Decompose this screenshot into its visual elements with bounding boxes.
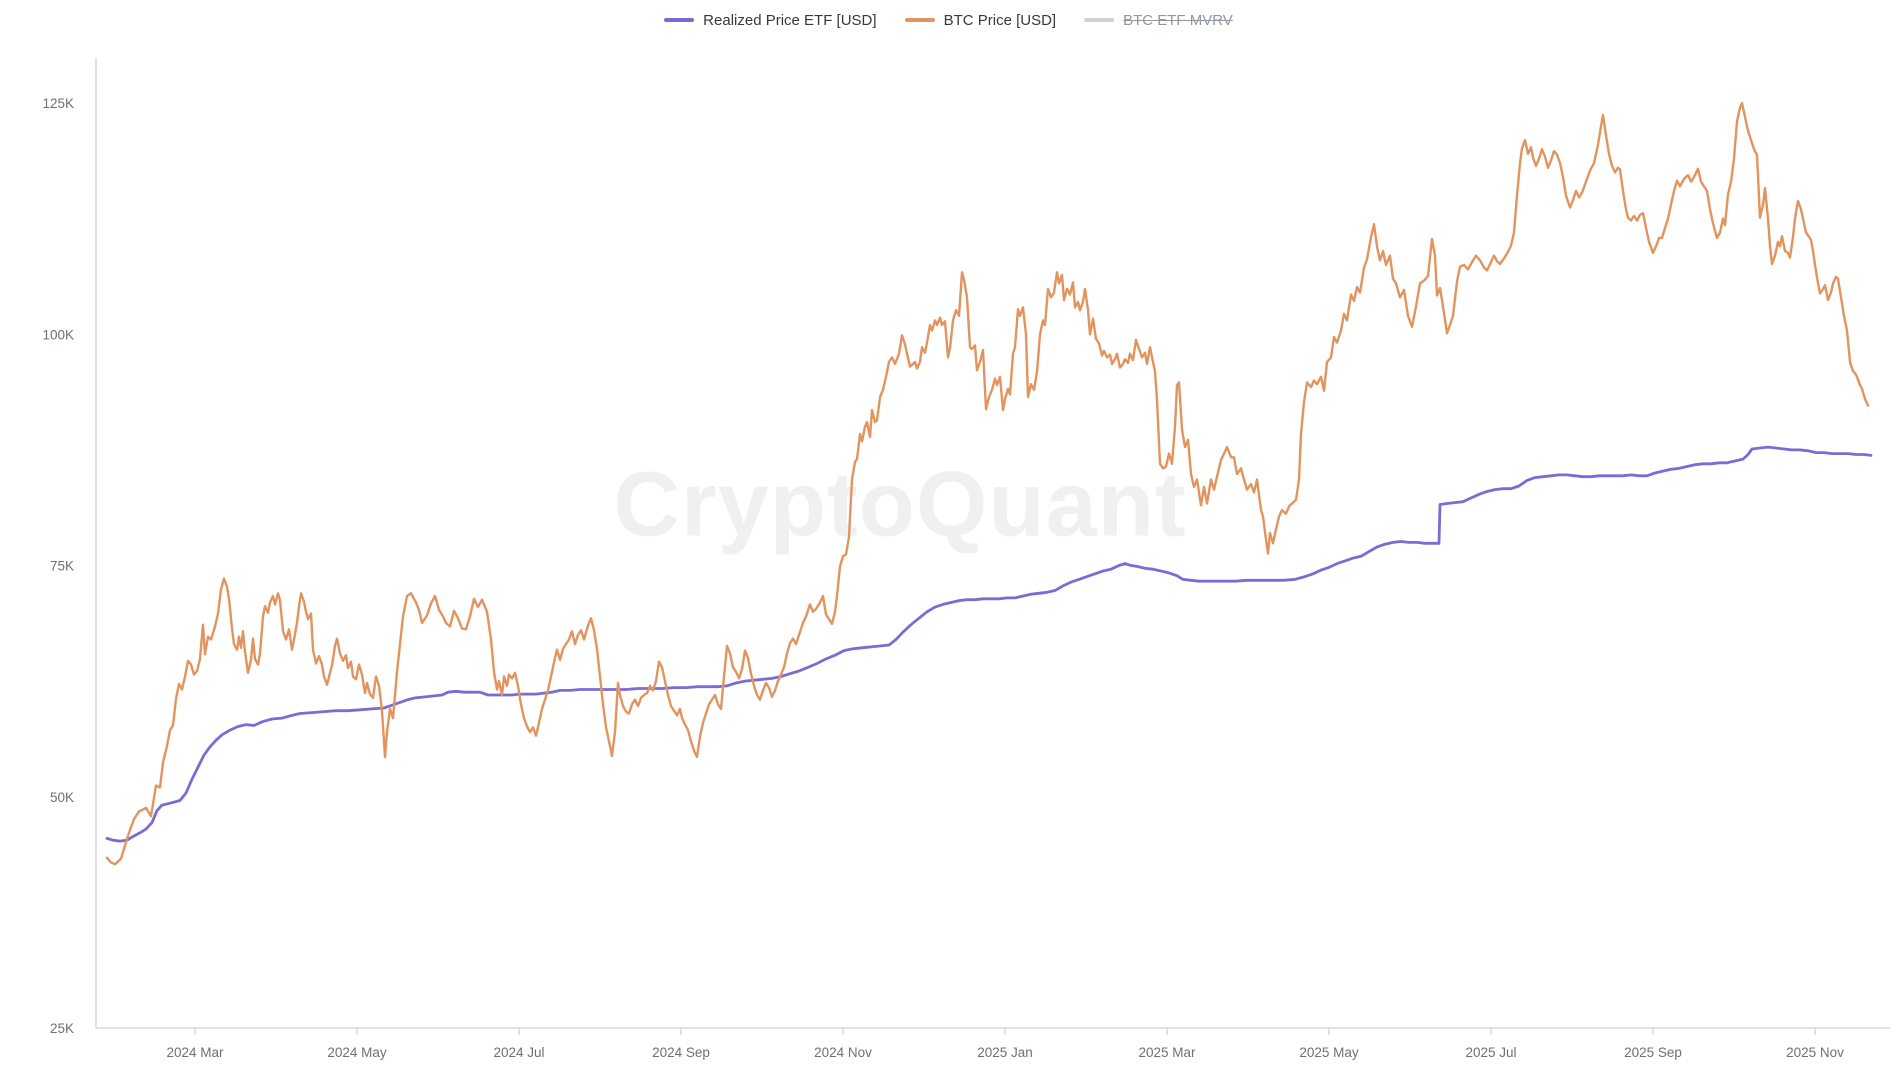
- legend-item-label: BTC ETF MVRV: [1123, 11, 1233, 29]
- x-axis-tick-label: 2025 Jul: [1465, 1045, 1516, 1060]
- legend-item-label: Realized Price ETF [USD]: [703, 11, 877, 29]
- y-axis-tick-label: 25K: [50, 1021, 74, 1036]
- legend-item-btc-etf-mvrv[interactable]: BTC ETF MVRV: [1084, 12, 1233, 29]
- legend-item-btc-price[interactable]: BTC Price [USD]: [904, 11, 1057, 29]
- y-axis-tick-label: 50K: [50, 790, 74, 805]
- chart-legend: Realized Price ETF [USD] BTC Price [USD]…: [0, 0, 1897, 40]
- y-axis-tick-label: 75K: [50, 559, 74, 574]
- x-axis-tick-label: 2025 May: [1299, 1045, 1359, 1060]
- x-axis-tick-label: 2025 Jan: [977, 1045, 1033, 1060]
- x-axis-tick-label: 2025 Mar: [1138, 1045, 1196, 1060]
- x-axis-tick-label: 2024 Nov: [814, 1045, 872, 1060]
- x-axis-tick-label: 2024 May: [327, 1045, 387, 1060]
- x-axis-tick-label: 2024 Jul: [493, 1045, 544, 1060]
- x-axis-tick-label: 2024 Mar: [166, 1045, 224, 1060]
- legend-line-icon: [904, 18, 935, 22]
- x-axis-tick-label: 2025 Sep: [1624, 1045, 1682, 1060]
- y-axis-tick-label: 100K: [42, 327, 74, 342]
- legend-line-icon: [664, 18, 695, 22]
- x-axis-tick-label: 2025 Nov: [1786, 1045, 1844, 1060]
- x-axis-tick-label: 2024 Sep: [652, 1045, 710, 1060]
- realized-price-etf-usd-line: [105, 445, 1873, 843]
- legend-line-icon: [1084, 18, 1115, 22]
- legend-item-label: BTC Price [USD]: [943, 11, 1057, 29]
- legend-item-realized-price-etf[interactable]: Realized Price ETF [USD]: [664, 11, 877, 29]
- btc-price-usd-line: [105, 101, 1870, 866]
- y-axis-tick-label: 125K: [42, 96, 74, 111]
